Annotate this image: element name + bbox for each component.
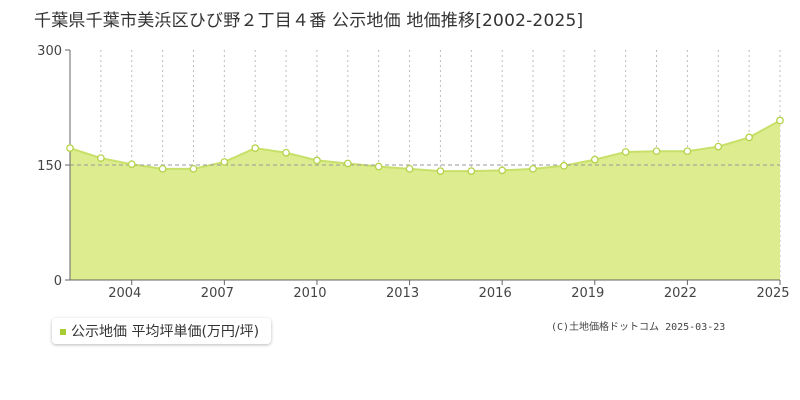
data-points (66, 116, 784, 175)
data-point-2003 (97, 154, 105, 162)
series-line (69, 119, 781, 173)
y-tick-label-150: 150 (37, 159, 62, 174)
x-tick-label-2004: 2004 (108, 286, 141, 301)
series-area (70, 120, 780, 281)
x-tick-label-2022: 2022 (664, 286, 697, 301)
x-tick-label-2007: 2007 (201, 286, 234, 301)
y-tick-label-0: 0 (54, 274, 62, 289)
data-point-2014 (436, 167, 445, 175)
data-point-2018 (560, 161, 568, 170)
legend: 公示地価 平均坪単価(万円/坪) (52, 318, 272, 344)
data-point-2013 (405, 164, 414, 173)
y-tick-label-300: 300 (37, 44, 62, 59)
data-point-2012 (374, 162, 383, 171)
legend-label: 公示地価 平均坪単価(万円/坪) (71, 324, 260, 340)
x-tick-label-2016: 2016 (479, 286, 512, 301)
data-point-2011 (343, 159, 352, 168)
y-tick-labels: 0 150 300 (37, 44, 70, 289)
data-point-2007 (220, 158, 229, 166)
chart-title: 千葉県千葉市美浜区ひび野２丁目４番 公示地価 地価推移[2002-2025] (34, 11, 584, 31)
data-point-2017 (529, 164, 537, 173)
x-tick-label-2019: 2019 (571, 286, 604, 301)
copyright-text: (C)土地価格ドットコム 2025-03-23 (551, 322, 726, 333)
x-tick-labels: 2004 2007 2010 2013 2016 2019 2022 2025 (108, 280, 790, 301)
data-point-2015 (467, 167, 476, 175)
data-point-2020 (621, 148, 630, 156)
x-tick-label-2013: 2013 (386, 286, 419, 301)
data-point-2016 (498, 166, 507, 175)
data-point-2005 (158, 164, 167, 173)
data-point-2021 (652, 147, 661, 156)
data-point-2004 (127, 160, 136, 169)
data-point-2024 (745, 133, 753, 142)
x-tick-label-2010: 2010 (293, 286, 326, 301)
data-point-2010 (313, 156, 321, 165)
data-point-2022 (683, 147, 692, 156)
data-point-2002 (66, 144, 74, 152)
data-point-2023 (714, 142, 723, 151)
data-point-2019 (590, 155, 599, 164)
x-tick-label-2025: 2025 (756, 286, 789, 301)
legend-marker (60, 329, 66, 335)
data-point-2008 (251, 144, 260, 152)
data-point-2009 (282, 148, 290, 157)
data-point-2025 (776, 116, 784, 125)
data-point-2006 (189, 164, 198, 173)
